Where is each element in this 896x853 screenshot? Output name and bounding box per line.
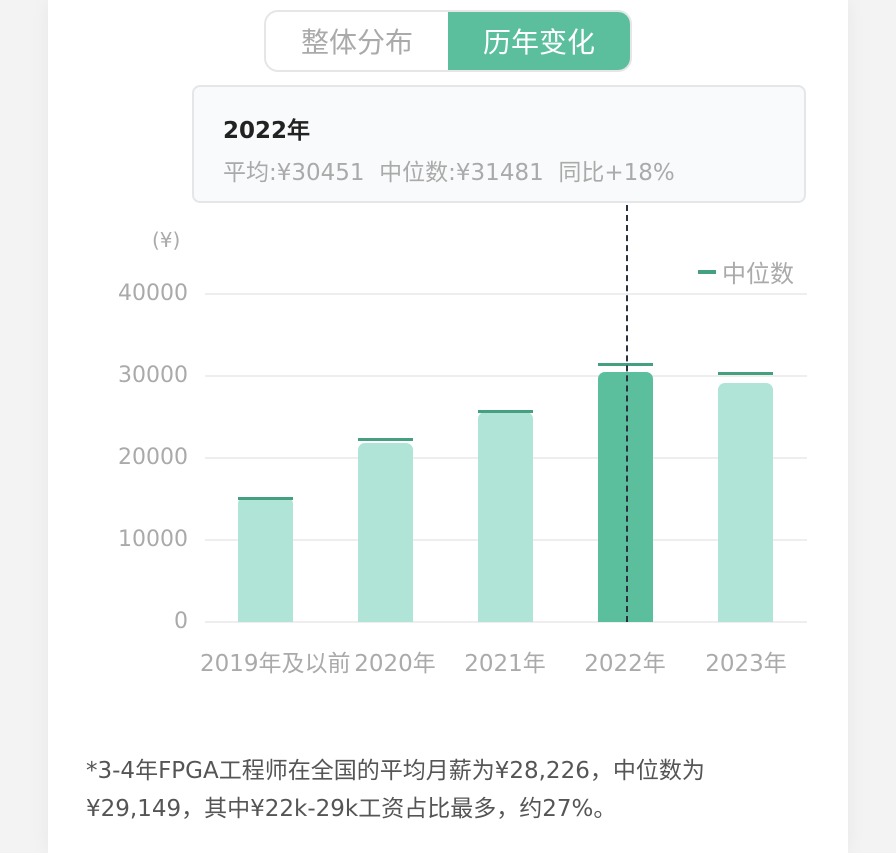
- median-legend-icon: [698, 269, 716, 274]
- x-tick: 2021年: [464, 651, 546, 677]
- chart-tooltip: 2022年 平均:¥30451 中位数:¥31481 同比+18%: [192, 85, 806, 203]
- x-axis-line: [205, 621, 807, 623]
- bar-average[interactable]: [478, 412, 533, 622]
- y-tick: 10000: [118, 527, 188, 552]
- tab-yearly-change[interactable]: 历年变化: [448, 12, 630, 70]
- x-tick: 2019年及以前: [200, 651, 351, 677]
- median-marker: [238, 497, 293, 501]
- salary-summary-note: *3-4年FPGA工程师在全国的平均月薪为¥28,226，中位数为¥29,149…: [86, 758, 705, 822]
- median-marker: [718, 371, 773, 375]
- gridline: [205, 375, 807, 377]
- y-tick: 20000: [118, 445, 188, 470]
- y-tick: 0: [174, 609, 188, 634]
- y-axis-unit: (¥): [152, 228, 181, 252]
- tooltip-title: 2022年: [223, 118, 311, 144]
- x-tick: 2023年: [705, 651, 787, 677]
- bar-average[interactable]: [358, 443, 413, 622]
- y-tick: 40000: [118, 281, 188, 306]
- tooltip-body: 平均:¥30451 中位数:¥31481 同比+18%: [223, 160, 675, 186]
- legend-label: 中位数: [722, 260, 794, 288]
- x-tick: 2022年: [584, 651, 666, 677]
- median-marker: [358, 438, 413, 442]
- tab-overall-distribution[interactable]: 整体分布: [300, 26, 413, 59]
- median-marker: [478, 410, 533, 414]
- view-toggle: 整体分布 历年变化: [264, 10, 632, 72]
- median-marker: [598, 362, 653, 366]
- tooltip-crosshair: [626, 205, 628, 622]
- chart-legend[interactable]: 中位数: [698, 254, 794, 289]
- y-tick: 30000: [118, 363, 188, 388]
- gridline: [205, 293, 807, 295]
- bar-average[interactable]: [598, 372, 653, 622]
- bar-average[interactable]: [238, 497, 293, 622]
- x-tick: 2020年: [354, 651, 436, 677]
- bar-average[interactable]: [718, 383, 773, 622]
